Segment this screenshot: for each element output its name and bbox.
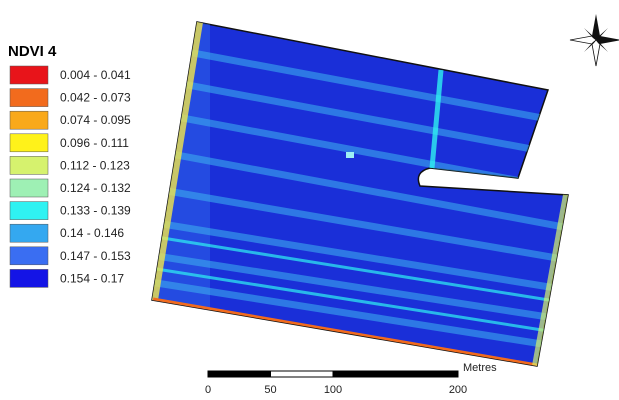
scale-label: 100 — [324, 384, 342, 396]
legend-swatch — [10, 66, 48, 84]
legend-swatch — [10, 247, 48, 265]
legend-label: 0.124 - 0.132 — [60, 181, 131, 195]
scale-segment — [271, 371, 334, 377]
legend-swatch — [10, 89, 48, 107]
legend-swatch — [10, 179, 48, 197]
legend-label: 0.074 - 0.095 — [60, 113, 131, 127]
legend-label: 0.004 - 0.041 — [60, 68, 131, 82]
legend-label: 0.133 - 0.139 — [60, 204, 131, 218]
legend-swatch — [10, 134, 48, 152]
legend-swatch — [10, 156, 48, 174]
scale-segment — [208, 371, 271, 377]
scale-bar: 0 50 100 200 — [205, 371, 467, 396]
legend-title: NDVI 4 — [8, 43, 57, 60]
legend-label: 0.14 - 0.146 — [60, 226, 124, 240]
scale-label: 50 — [264, 384, 276, 396]
legend-swatch — [10, 269, 48, 287]
field — [150, 20, 580, 380]
legend-swatch — [10, 202, 48, 220]
scale-label: 0 — [205, 384, 211, 396]
legend-label: 0.154 - 0.17 — [60, 271, 124, 285]
legend-swatch — [10, 111, 48, 129]
legend-swatch — [10, 224, 48, 242]
legend-label: 0.112 - 0.123 — [60, 158, 130, 172]
scale-unit: Metres — [463, 362, 497, 374]
legend-label: 0.042 - 0.073 — [60, 91, 131, 105]
legend-label: 0.147 - 0.153 — [60, 249, 131, 263]
north-arrow — [570, 14, 619, 66]
legend-label: 0.096 - 0.111 — [60, 136, 129, 150]
scale-segment — [333, 371, 458, 377]
legend: 0.004 - 0.041 0.042 - 0.073 0.074 - 0.095 0… — [10, 66, 131, 287]
scale-label: 200 — [449, 384, 467, 396]
map: NDVI 4 0.004 - 0.041 0.042 - 0.073 0.074 -… — [0, 0, 619, 400]
